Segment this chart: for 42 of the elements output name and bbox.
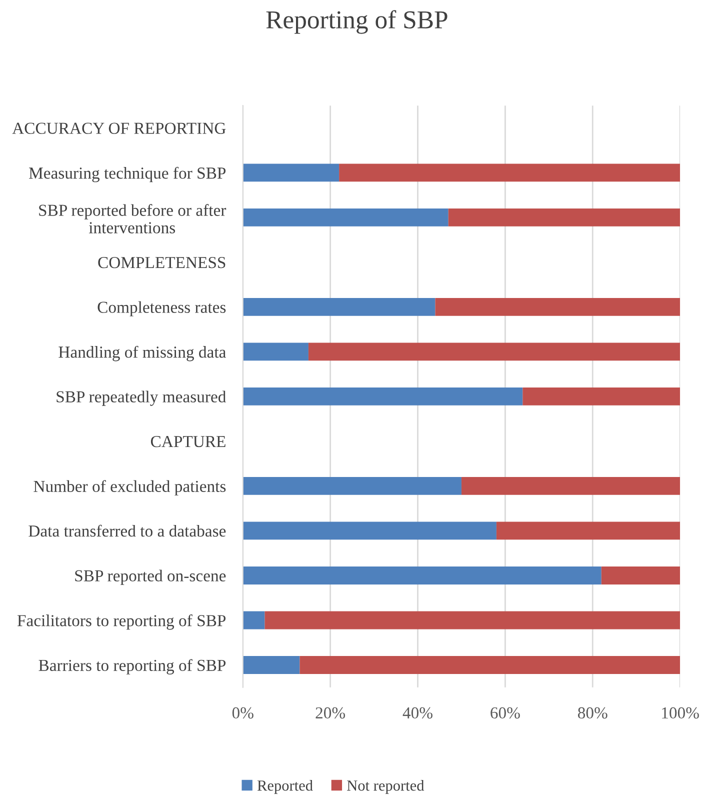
y-tick-label: COMPLETENESS: [98, 256, 226, 268]
y-tick-label: Number of excluded patients: [34, 480, 226, 496]
legend-label: Reported: [257, 780, 313, 794]
bar: [242, 388, 523, 406]
bar: [242, 566, 602, 584]
x-tick-label: 40%: [402, 707, 432, 719]
y-tick-label: Handling of missing data: [58, 346, 226, 362]
y-tick-label: Measuring technique for SBP: [29, 166, 226, 182]
y-tick-label: Barriers to reporting of SBP: [38, 659, 226, 674]
bar: [242, 477, 462, 495]
y-tick-label: SBP reported before or after interventions: [39, 204, 226, 234]
bar: [242, 208, 448, 226]
bar: [522, 388, 680, 406]
bar: [242, 298, 436, 316]
x-tick-label: 80%: [578, 707, 608, 719]
x-tick-label: 100%: [662, 707, 699, 719]
y-tick-label: ACCURACY OF REPORTING: [12, 122, 226, 134]
y-tick-label: Facilitators to reporting of SBP: [17, 614, 226, 630]
bar: [308, 342, 680, 361]
bar: [242, 522, 496, 540]
bar: [461, 477, 680, 495]
bar: [601, 566, 680, 584]
chart-title: Reporting of SBP: [266, 10, 448, 34]
bar: [242, 611, 265, 630]
x-tick-label: 0%: [232, 707, 254, 719]
y-tick-label: Data transferred to a database: [28, 524, 226, 537]
bar: [264, 611, 680, 630]
bar: [448, 208, 680, 226]
bar: [242, 164, 340, 182]
y-tick-label: SBP reported on-scene: [75, 570, 226, 585]
x-tick-label: 60%: [490, 707, 520, 719]
bar: [242, 342, 308, 361]
x-tick-label: 20%: [316, 707, 346, 719]
bar: [496, 522, 680, 540]
y-tick-label: CAPTURE: [150, 436, 226, 448]
bar: [339, 164, 680, 182]
y-tick-label: SBP repeatedly measured: [56, 390, 226, 406]
y-tick-label: Completeness rates: [98, 301, 226, 316]
bar: [435, 298, 680, 316]
bar: [242, 656, 300, 674]
bar: [300, 656, 680, 674]
legend-label: Not reported: [347, 780, 424, 794]
